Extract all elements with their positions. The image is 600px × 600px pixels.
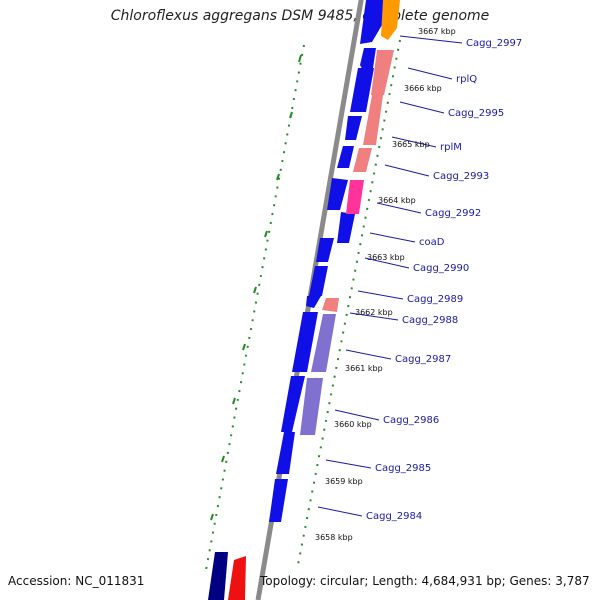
- gene-block: [381, 0, 400, 40]
- gene-block: [292, 312, 318, 372]
- gene-leader-line: [391, 136, 437, 148]
- coordinate-tick-label: 3664 kbp: [378, 196, 416, 205]
- coordinate-tick-labels: 3667 kbp 3666 kbp 3665 kbp 3664 kbp 3663 kbp…: [315, 27, 456, 542]
- gene-block: [276, 432, 295, 474]
- gene-leader-line: [384, 164, 430, 177]
- gene-block: [228, 556, 246, 600]
- gene-label[interactable]: Cagg_2987: [395, 354, 451, 365]
- gene-block: [371, 50, 394, 95]
- gene-leader-line: [376, 202, 422, 214]
- coordinate-tick-label: 3663 kbp: [367, 253, 405, 262]
- gene-label[interactable]: Cagg_2986: [383, 415, 439, 426]
- genome-summary: Topology: circular; Length: 4,684,931 bp…: [260, 574, 590, 588]
- gene-block: [322, 298, 339, 312]
- gene-block: [345, 116, 362, 140]
- gene-label[interactable]: Cagg_2984: [366, 511, 422, 522]
- gene-leader-line: [334, 409, 380, 421]
- gene-leader-line: [399, 101, 445, 114]
- gene-block: [316, 238, 334, 262]
- gene-block: [337, 212, 355, 243]
- gene-block: [346, 180, 364, 214]
- coordinate-tick-label: 3662 kbp: [355, 308, 393, 317]
- gene-block: [360, 0, 386, 44]
- forward-strand-genes: [269, 0, 386, 522]
- gene-block: [353, 148, 372, 172]
- gene-block: [350, 68, 374, 112]
- coordinate-tick-label: 3667 kbp: [418, 27, 456, 36]
- gene-leader-lines: [317, 35, 463, 517]
- gene-leader-line: [364, 257, 410, 269]
- gene-block: [306, 296, 321, 308]
- accession-label: Accession: NC_011831: [8, 574, 145, 588]
- gene-block: [360, 48, 376, 72]
- gene-block: [337, 146, 354, 168]
- gene-label[interactable]: Cagg_2990: [413, 263, 469, 274]
- coordinate-tick-label: 3666 kbp: [404, 84, 442, 93]
- coordinate-tick-label: 3658 kbp: [315, 533, 353, 542]
- coordinate-tick-label: 3660 kbp: [334, 420, 372, 429]
- gene-leader-line: [357, 290, 404, 300]
- coordinate-tick-label: 3665 kbp: [392, 140, 430, 149]
- reverse-strand-genes: [208, 0, 400, 600]
- gene-label[interactable]: Cagg_2992: [425, 208, 481, 219]
- gene-block: [300, 378, 323, 435]
- gene-label[interactable]: coaD: [419, 237, 445, 248]
- gene-block: [311, 314, 336, 372]
- gene-label[interactable]: rplQ: [456, 74, 477, 85]
- gene-block: [208, 552, 228, 600]
- outer-guide-ticks: [210, 54, 302, 521]
- gene-label[interactable]: Cagg_2993: [433, 171, 489, 182]
- gene-label[interactable]: rplM: [440, 142, 462, 153]
- gene-label[interactable]: Cagg_2989: [407, 294, 463, 305]
- coordinate-tick-label: 3659 kbp: [325, 477, 363, 486]
- gene-block: [281, 376, 305, 432]
- gene-block: [327, 178, 348, 210]
- gene-leader-line: [345, 349, 392, 360]
- gene-block: [269, 479, 288, 522]
- gene-label[interactable]: Cagg_2995: [448, 108, 504, 119]
- gene-leader-line: [325, 459, 372, 469]
- gene-label[interactable]: Cagg_2985: [375, 463, 431, 474]
- coordinate-tick-label: 3661 kbp: [345, 364, 383, 373]
- gene-leader-line: [407, 67, 453, 80]
- gene-leader-line: [349, 312, 399, 321]
- gene-leader-line: [317, 506, 363, 517]
- outer-dotted-guide: [205, 44, 305, 571]
- gene-block: [363, 95, 383, 145]
- gene-labels: Cagg_2997 rplQ Cagg_2995 rplM Cagg_2993 Cagg_…: [366, 38, 522, 522]
- gene-leader-line: [399, 35, 463, 44]
- gene-label[interactable]: Cagg_2988: [402, 315, 458, 326]
- gene-block: [309, 266, 328, 296]
- gene-leader-line: [369, 232, 416, 243]
- gene-label[interactable]: Cagg_2997: [466, 38, 522, 49]
